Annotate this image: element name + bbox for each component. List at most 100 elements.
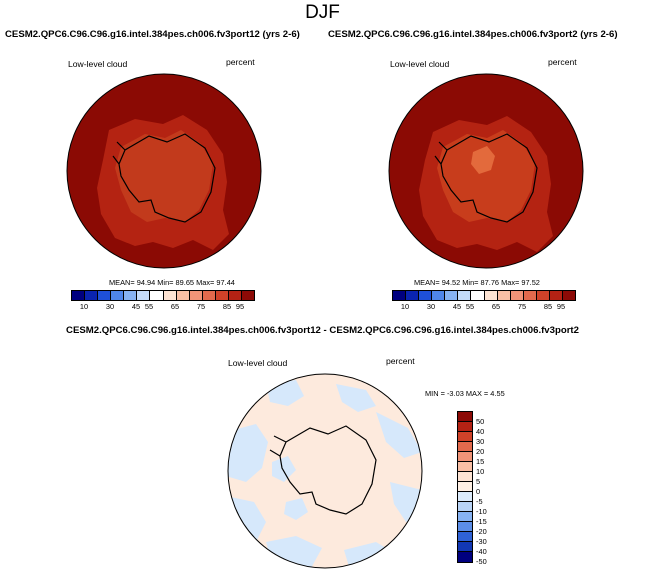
colorbar-tick-label: 40	[476, 427, 485, 436]
colorbar-tick-label: 55	[144, 302, 154, 311]
panel2-continent-fill	[437, 130, 535, 222]
colorbar-cell	[563, 291, 576, 300]
colorbar-tick-label: 20	[476, 447, 485, 456]
panel1-continent-fill	[115, 130, 213, 222]
colorbar-tick-label: 85	[543, 302, 553, 311]
colorbar-tick-label: 85	[222, 302, 232, 311]
colorbar-cell	[163, 291, 177, 300]
panel3-coastline	[269, 425, 377, 515]
panel3-map	[227, 373, 423, 569]
colorbar-tick-label: -20	[476, 527, 487, 536]
colorbar-cell	[523, 291, 537, 300]
colorbar-cell	[458, 482, 472, 492]
colorbar-tick-label: 65	[491, 302, 501, 311]
colorbar-cell	[458, 472, 472, 482]
panel1-coastline	[112, 133, 216, 223]
colorbar-cell	[458, 452, 472, 462]
panel1-title: CESM2.QPC6.C96.C96.g16.intel.384pes.ch00…	[5, 29, 300, 40]
colorbar-cell	[458, 422, 472, 432]
panel3-colorbar	[457, 411, 473, 563]
colorbar-cell	[124, 291, 138, 300]
panel3-base-field	[228, 374, 422, 568]
colorbar-cell	[419, 291, 433, 300]
colorbar-cell	[242, 291, 255, 300]
panel3-colorbar-ticks: 50 40 30 20 15 10 5 0 -5 -10 -15 -20 -30 -40 -50	[476, 411, 506, 566]
colorbar-cell	[458, 492, 472, 502]
panel2-map	[388, 73, 584, 269]
colorbar-tick-label: 45	[452, 302, 462, 311]
panel1-stats: MEAN= 94.94 Min= 89.65 Max= 97.44	[109, 278, 235, 287]
panel2-stats: MEAN= 94.52 Min= 87.76 Max= 97.52	[414, 278, 540, 287]
colorbar-cell	[189, 291, 203, 300]
colorbar-cell	[458, 502, 472, 512]
colorbar-cell	[111, 291, 125, 300]
colorbar-cell	[510, 291, 524, 300]
colorbar-cell	[228, 291, 243, 300]
colorbar-cell	[458, 442, 472, 452]
panel1-map	[66, 73, 262, 269]
colorbar-cell	[176, 291, 190, 300]
colorbar-tick-label: 30	[105, 302, 115, 311]
colorbar-cell	[72, 291, 86, 300]
colorbar-cell	[458, 532, 472, 542]
colorbar-cell	[85, 291, 99, 300]
colorbar-tick-label: -15	[476, 517, 487, 526]
panel3-units-label: percent	[386, 356, 415, 366]
colorbar-cell	[549, 291, 564, 300]
colorbar-cell	[458, 542, 472, 552]
colorbar-tick-label: 50	[476, 417, 485, 426]
page-title: DJF	[305, 2, 340, 23]
colorbar-cell	[432, 291, 446, 300]
colorbar-tick-label: -5	[476, 497, 483, 506]
colorbar-cell	[393, 291, 407, 300]
colorbar-cell	[497, 291, 511, 300]
colorbar-tick-label: 10	[400, 302, 410, 311]
colorbar-cell	[137, 291, 151, 300]
colorbar-tick-label: -50	[476, 557, 487, 566]
colorbar-cell	[458, 291, 472, 300]
panel2-coastline	[434, 133, 538, 223]
colorbar-tick-label: 75	[517, 302, 527, 311]
colorbar-cell	[406, 291, 420, 300]
panel3-map-boundary	[227, 373, 423, 569]
panel2-title: CESM2.QPC6.C96.C96.g16.intel.384pes.ch00…	[328, 29, 618, 40]
colorbar-cell	[150, 291, 164, 300]
colorbar-tick-label: 65	[170, 302, 180, 311]
colorbar-tick-label: -40	[476, 547, 487, 556]
colorbar-cell	[98, 291, 112, 300]
colorbar-cell	[458, 412, 472, 422]
colorbar-tick-label: 55	[465, 302, 475, 311]
panel1-map-boundary	[66, 73, 262, 269]
colorbar-cell	[471, 291, 485, 300]
colorbar-cell	[458, 462, 472, 472]
colorbar-tick-label: 10	[79, 302, 89, 311]
panel2-variable-label: Low-level cloud	[390, 59, 450, 69]
colorbar-tick-label: 5	[476, 477, 481, 486]
panel2-colorbar	[392, 290, 576, 301]
colorbar-tick-label: 0	[476, 487, 481, 496]
colorbar-cell	[536, 291, 550, 300]
panel1-colorbar	[71, 290, 255, 301]
colorbar-cell	[458, 552, 472, 562]
colorbar-cell	[458, 432, 472, 442]
panel1-colorbar-ticks: 10 30 45 55 65 75 85 95	[71, 302, 253, 312]
panel1-units-label: percent	[226, 57, 255, 67]
colorbar-tick-label: 45	[131, 302, 141, 311]
panel2-colorbar-ticks: 10 30 45 55 65 75 85 95	[392, 302, 574, 312]
panel2-map-boundary	[388, 73, 584, 269]
colorbar-cell	[215, 291, 229, 300]
colorbar-cell	[484, 291, 498, 300]
colorbar-tick-label: -10	[476, 507, 487, 516]
panel3-title: CESM2.QPC6.C96.C96.g16.intel.384pes.ch00…	[66, 325, 579, 336]
colorbar-tick-label: 10	[476, 467, 485, 476]
colorbar-cell	[202, 291, 216, 300]
colorbar-tick-label: -30	[476, 537, 487, 546]
colorbar-tick-label: 15	[476, 457, 485, 466]
panel2-high-spot	[471, 146, 495, 174]
colorbar-cell	[458, 512, 472, 522]
colorbar-tick-label: 30	[476, 437, 485, 446]
panel1-variable-label: Low-level cloud	[68, 59, 128, 69]
colorbar-tick-label: 95	[556, 302, 566, 311]
panel2-units-label: percent	[548, 57, 577, 67]
colorbar-cell	[458, 522, 472, 532]
